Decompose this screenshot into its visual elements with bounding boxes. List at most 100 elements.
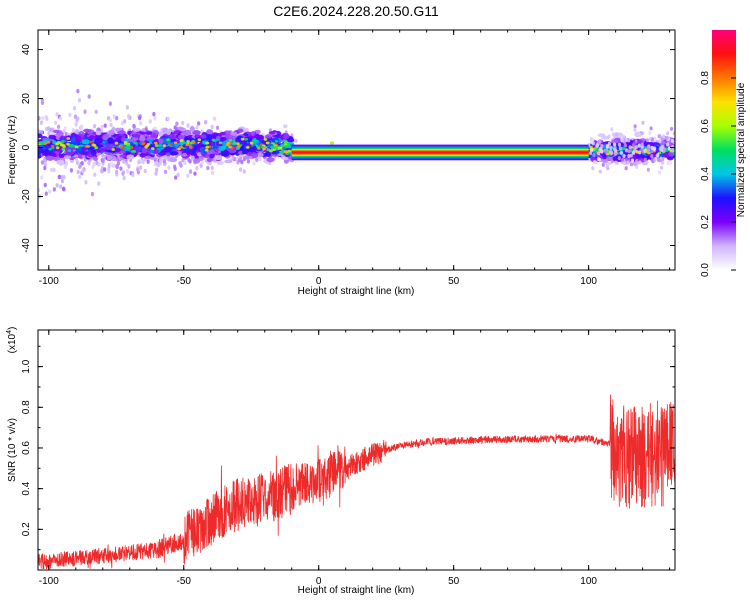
spectrogram-cell: [168, 157, 178, 163]
spectrogram-cell: [114, 141, 119, 145]
spectrogram-cell: [594, 160, 598, 165]
spectrogram-cell: [66, 142, 70, 146]
spectrogram-cell: [97, 181, 101, 186]
colorbar-tick-label: 0.4: [700, 167, 711, 181]
spectrogram-cell: [192, 130, 201, 135]
spectrogram-cell: [96, 144, 103, 148]
spectrogram-cell: [597, 140, 601, 145]
spectrogram-cell: [631, 143, 636, 148]
spectrogram-cell: [592, 152, 596, 157]
snr-series-line: [38, 394, 675, 570]
colorbar-gradient: [712, 30, 736, 270]
spectrogram-cell: [283, 150, 289, 154]
spectrogram-cell: [165, 129, 172, 135]
spectrogram-cell: [83, 136, 90, 140]
spectrogram-cell: [200, 134, 207, 139]
spectrogram-x-tick-label: -100: [39, 276, 59, 287]
spectrogram-cell: [97, 162, 101, 167]
spectrogram-cell: [166, 116, 170, 121]
spectrogram-cell: [250, 148, 256, 152]
spectrogram-cell: [660, 165, 664, 170]
spectrogram-cell: [61, 139, 65, 143]
spectrogram-cell: [670, 138, 675, 143]
spectrogram-cell: [53, 120, 58, 125]
spectrogram-cell: [178, 160, 182, 166]
spectrogram-cell: [228, 145, 232, 149]
spectrogram-cell: [249, 141, 254, 145]
spectrogram-cell: [115, 169, 119, 175]
spectrogram-cell: [89, 140, 93, 144]
spectrogram-cell: [165, 151, 171, 157]
spectrogram-cell: [65, 149, 74, 156]
spectrogram-cell: [125, 105, 129, 110]
spectrogram-cell: [162, 159, 166, 164]
spectrogram-cell: [94, 146, 98, 150]
spectrogram-cell: [127, 164, 131, 169]
spectrogram-cell: [43, 182, 47, 188]
spectrogram-cell: [173, 164, 177, 169]
spectrogram-cell: [647, 151, 651, 155]
spectrogram-cell: [46, 126, 51, 131]
spectrogram-cell: [598, 157, 602, 162]
spectrogram-cell: [294, 138, 298, 144]
spectrogram-cell: [126, 147, 131, 151]
spectrogram-cell: [39, 120, 44, 125]
spectrogram-cell: [329, 141, 335, 145]
spectrogram-cell: [139, 131, 146, 135]
spectrogram-cell: [188, 159, 192, 164]
spectrogram-cell: [108, 129, 115, 136]
spectrogram-cell: [250, 131, 256, 137]
spectrogram-cell: [621, 134, 626, 139]
spectrogram-cell: [657, 170, 662, 175]
spectrogram-cell: [251, 152, 259, 159]
spectrogram-heatmap: [38, 88, 675, 199]
spectrogram-cell: [94, 109, 98, 115]
spectrogram-cell: [109, 122, 113, 128]
spectrogram-cell: [265, 141, 270, 145]
spectrogram-cell: [175, 121, 179, 126]
spectrogram-cell: [634, 138, 638, 143]
spectrogram-y-tick-label: -20: [21, 189, 32, 204]
spectrogram-cell: [193, 171, 197, 176]
spectrogram-cell: [76, 116, 80, 121]
spectrogram-cell: [79, 127, 84, 133]
spectrogram-cell: [254, 129, 261, 134]
spectrogram-cell: [275, 130, 282, 137]
spectrogram-cell: [55, 112, 59, 117]
spectrogram-cell: [139, 136, 146, 142]
spectrogram-cell: [258, 156, 262, 162]
spectrogram-cell: [78, 163, 83, 168]
spectrogram-cell: [59, 135, 68, 141]
spectrogram-cell: [613, 152, 618, 157]
snr-x-tick-label: 100: [580, 576, 597, 587]
spectrogram-cell: [215, 125, 220, 130]
spectrogram-cell: [115, 115, 119, 121]
spectrogram-cell: [286, 138, 295, 143]
spectrogram-cell: [623, 143, 628, 148]
snr-multiplier-base: (x10: [7, 333, 18, 353]
spectrogram-cell: [79, 124, 84, 130]
spectrogram-cell: [154, 161, 158, 167]
spectrogram-cell: [73, 106, 77, 111]
spectrogram-cell: [58, 154, 65, 159]
spectrogram-cell: [136, 167, 140, 172]
spectrogram-cell: [87, 161, 91, 166]
spectrogram-cell: [103, 134, 110, 138]
spectrogram-cell: [666, 131, 670, 136]
spectrogram-cell: [144, 155, 152, 160]
spectrogram-cell: [109, 161, 113, 167]
spectrogram-cell: [141, 147, 147, 154]
spectrogram-cell: [176, 172, 180, 177]
spectrogram-cell: [210, 165, 214, 170]
spectrogram-cell: [662, 147, 667, 152]
snr-x-tick-label: 0: [316, 576, 322, 587]
spectrogram-cell: [264, 151, 272, 157]
spectrogram-cell: [270, 145, 275, 149]
spectrogram-cell: [77, 98, 82, 103]
spectrogram-cell: [610, 159, 614, 164]
spectrogram-cell: [236, 142, 240, 146]
spectrogram-cell: [627, 138, 631, 143]
spectrogram-cell: [94, 137, 103, 143]
spectrogram-cell: [56, 140, 61, 144]
colorbar-tick-label: 0.6: [700, 119, 711, 133]
